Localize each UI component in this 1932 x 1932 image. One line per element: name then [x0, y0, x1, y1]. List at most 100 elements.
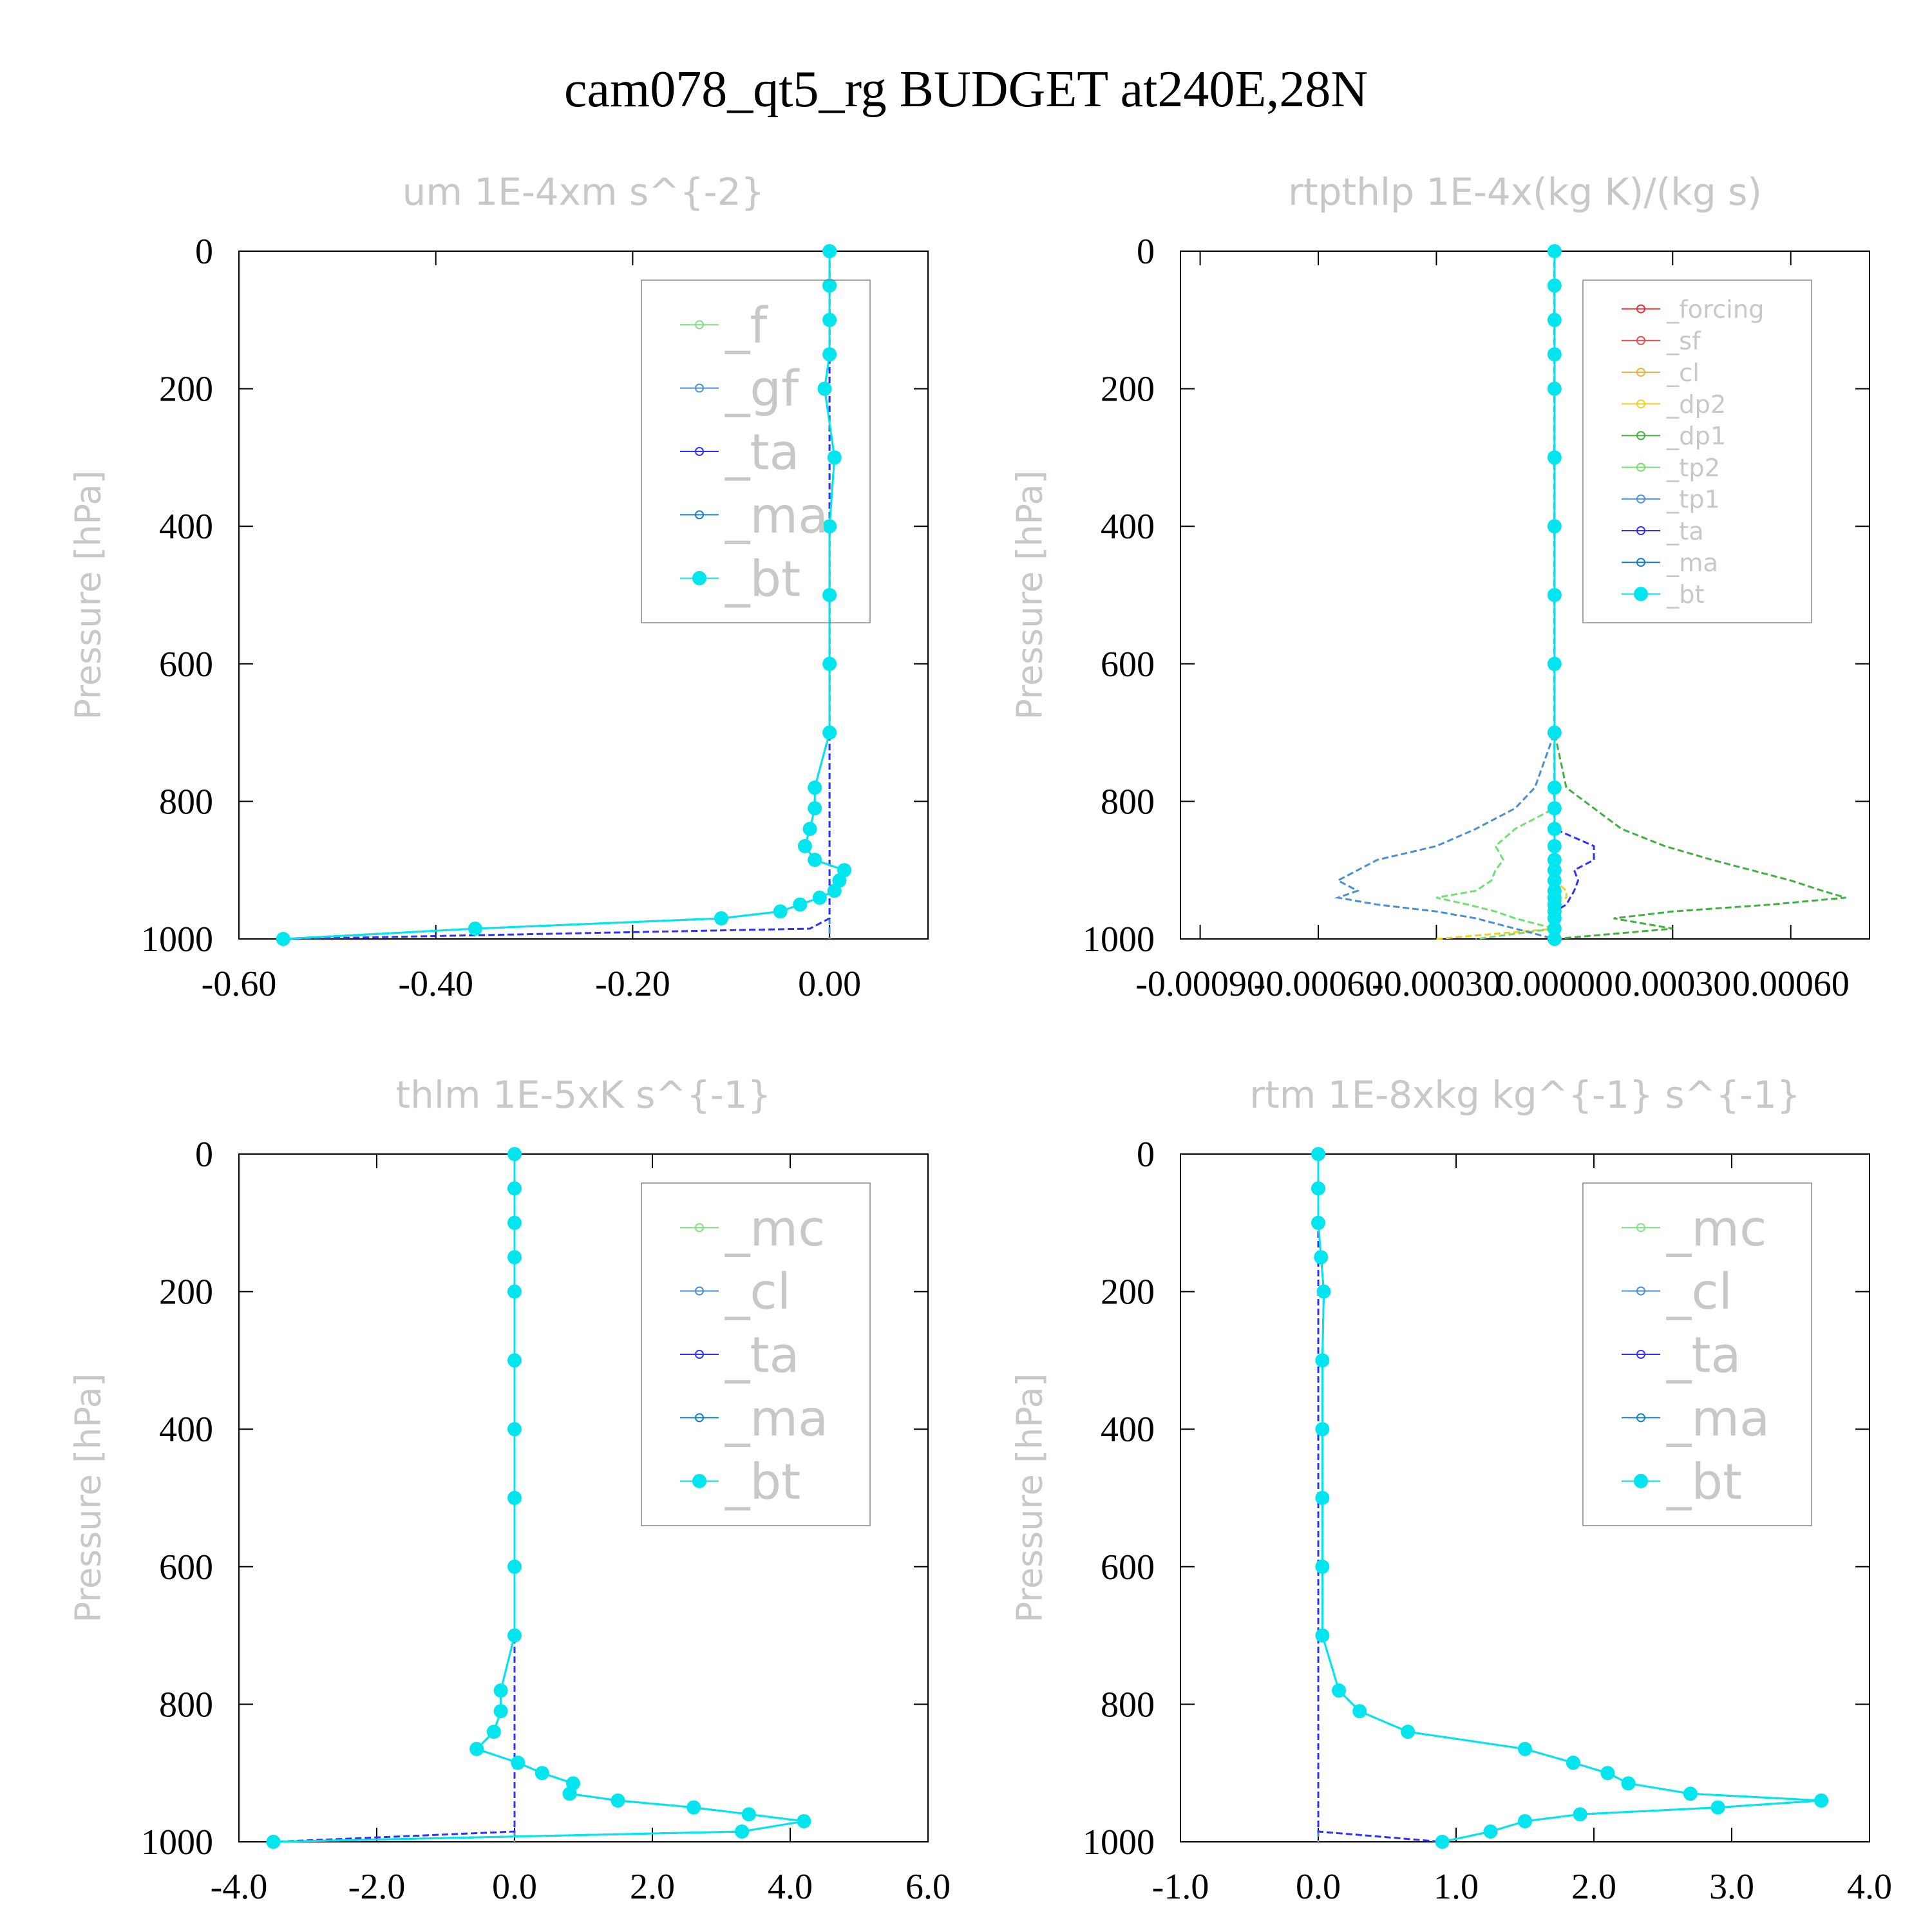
- data-point: [1314, 1250, 1329, 1265]
- data-point: [1315, 1559, 1330, 1574]
- legend-label: _bt: [1666, 580, 1705, 609]
- data-point: [276, 932, 290, 946]
- data-point: [827, 450, 842, 465]
- data-point: [468, 921, 482, 936]
- series-line: [288, 251, 831, 940]
- legend-label: _dp1: [1666, 422, 1726, 451]
- y-tick-label: 1000: [1083, 1823, 1155, 1862]
- y-tick-label: 200: [1101, 370, 1155, 410]
- data-point: [1547, 347, 1562, 362]
- legend-box: [1582, 1182, 1812, 1526]
- data-point: [822, 278, 837, 293]
- data-point: [802, 822, 817, 837]
- plot-frame: [1180, 251, 1870, 940]
- data-point: [1710, 1800, 1725, 1815]
- series-line: [273, 1154, 804, 1843]
- y-axis-label: Pressure [hPa]: [68, 1373, 109, 1622]
- y-tick-label: 1000: [1083, 920, 1155, 960]
- data-point: [1352, 1704, 1367, 1719]
- legend-marker: [695, 510, 704, 520]
- legend-label: _ta: [724, 424, 800, 482]
- legend-label: _forcing: [1666, 295, 1765, 324]
- legend-label: _bt: [724, 1454, 800, 1511]
- panel-title: rtpthlp 1E-4x(kg K)/(kg s): [1288, 170, 1762, 214]
- data-point: [1311, 1147, 1325, 1161]
- data-point: [562, 1786, 577, 1801]
- data-point: [797, 1814, 811, 1828]
- data-point: [1315, 1628, 1330, 1643]
- x-tick-label: -0.00090: [1135, 964, 1265, 1004]
- x-tick-label: 0.00000: [1496, 964, 1613, 1004]
- legend-label: _cl: [1666, 1264, 1732, 1321]
- data-point: [1401, 1725, 1416, 1739]
- x-tick-label: 6.0: [905, 1867, 951, 1907]
- legend-label: _ma: [724, 1390, 828, 1448]
- series-line: [1436, 251, 1567, 940]
- data-point: [507, 1181, 522, 1196]
- series-line: [273, 1154, 804, 1843]
- data-point: [1547, 863, 1562, 878]
- x-tick-label: 1.0: [1434, 1867, 1479, 1907]
- y-tick-label: 400: [159, 1410, 213, 1450]
- legend-marker: [692, 571, 706, 585]
- x-tick-label: 0.0: [1296, 1867, 1341, 1907]
- figure-title: cam078_qt5_rg BUDGET at240E,28N: [564, 61, 1368, 118]
- y-axis-label: Pressure [hPa]: [1010, 470, 1050, 719]
- y-tick-label: 800: [159, 1685, 213, 1725]
- data-point: [741, 1807, 756, 1822]
- x-tick-label: 3.0: [1709, 1867, 1754, 1907]
- panel-title: thlm 1E-5xK s^{-1}: [395, 1073, 771, 1117]
- x-tick-label: -0.40: [398, 964, 473, 1004]
- data-point: [507, 1284, 522, 1299]
- y-tick-label: 800: [1101, 782, 1155, 822]
- legend-marker: [1636, 304, 1645, 314]
- data-point: [687, 1800, 701, 1815]
- data-point: [817, 381, 832, 396]
- legend-marker: [1634, 587, 1648, 601]
- data-point: [1311, 1181, 1325, 1196]
- data-point: [1547, 244, 1562, 258]
- data-point: [822, 244, 837, 258]
- y-tick-label: 200: [159, 370, 213, 410]
- legend-marker: [695, 1223, 704, 1233]
- data-point: [1566, 1756, 1580, 1770]
- data-point: [266, 1835, 281, 1849]
- data-point: [822, 588, 837, 602]
- data-point: [1547, 801, 1562, 816]
- legend-marker: [695, 1286, 704, 1296]
- legend-box: [1582, 279, 1812, 623]
- data-point: [611, 1793, 625, 1808]
- legend-marker: [1636, 558, 1645, 567]
- legend-box: [641, 279, 871, 623]
- data-point: [1311, 1215, 1325, 1230]
- x-tick-label: -1.0: [1152, 1867, 1209, 1907]
- data-point: [469, 1741, 484, 1756]
- data-point: [1332, 1683, 1347, 1698]
- legend-label: _bt: [1666, 1454, 1742, 1511]
- data-point: [1547, 873, 1562, 888]
- data-point: [797, 838, 812, 853]
- data-point: [1483, 1824, 1498, 1839]
- data-point: [1547, 853, 1562, 867]
- data-point: [511, 1756, 526, 1770]
- x-tick-label: 0.0: [492, 1867, 537, 1907]
- data-point: [1547, 932, 1562, 946]
- y-tick-label: 0: [1137, 232, 1155, 272]
- legend-label: _gf: [724, 361, 800, 418]
- y-tick-label: 1000: [141, 920, 213, 960]
- panel-title: rtm 1E-8xkg kg^{-1} s^{-1}: [1249, 1073, 1801, 1117]
- x-tick-label: 4.0: [768, 1867, 813, 1907]
- series-line: [1317, 1154, 1443, 1843]
- y-tick-label: 800: [1101, 1685, 1155, 1725]
- data-point: [507, 1491, 522, 1505]
- legend-marker: [1634, 1473, 1648, 1488]
- x-tick-label: -0.00030: [1372, 964, 1501, 1004]
- data-point: [535, 1766, 549, 1781]
- legend-marker: [1636, 431, 1645, 440]
- y-tick-label: 400: [1101, 507, 1155, 547]
- data-point: [507, 1250, 522, 1265]
- legend-marker: [1636, 462, 1645, 472]
- data-point: [822, 656, 837, 671]
